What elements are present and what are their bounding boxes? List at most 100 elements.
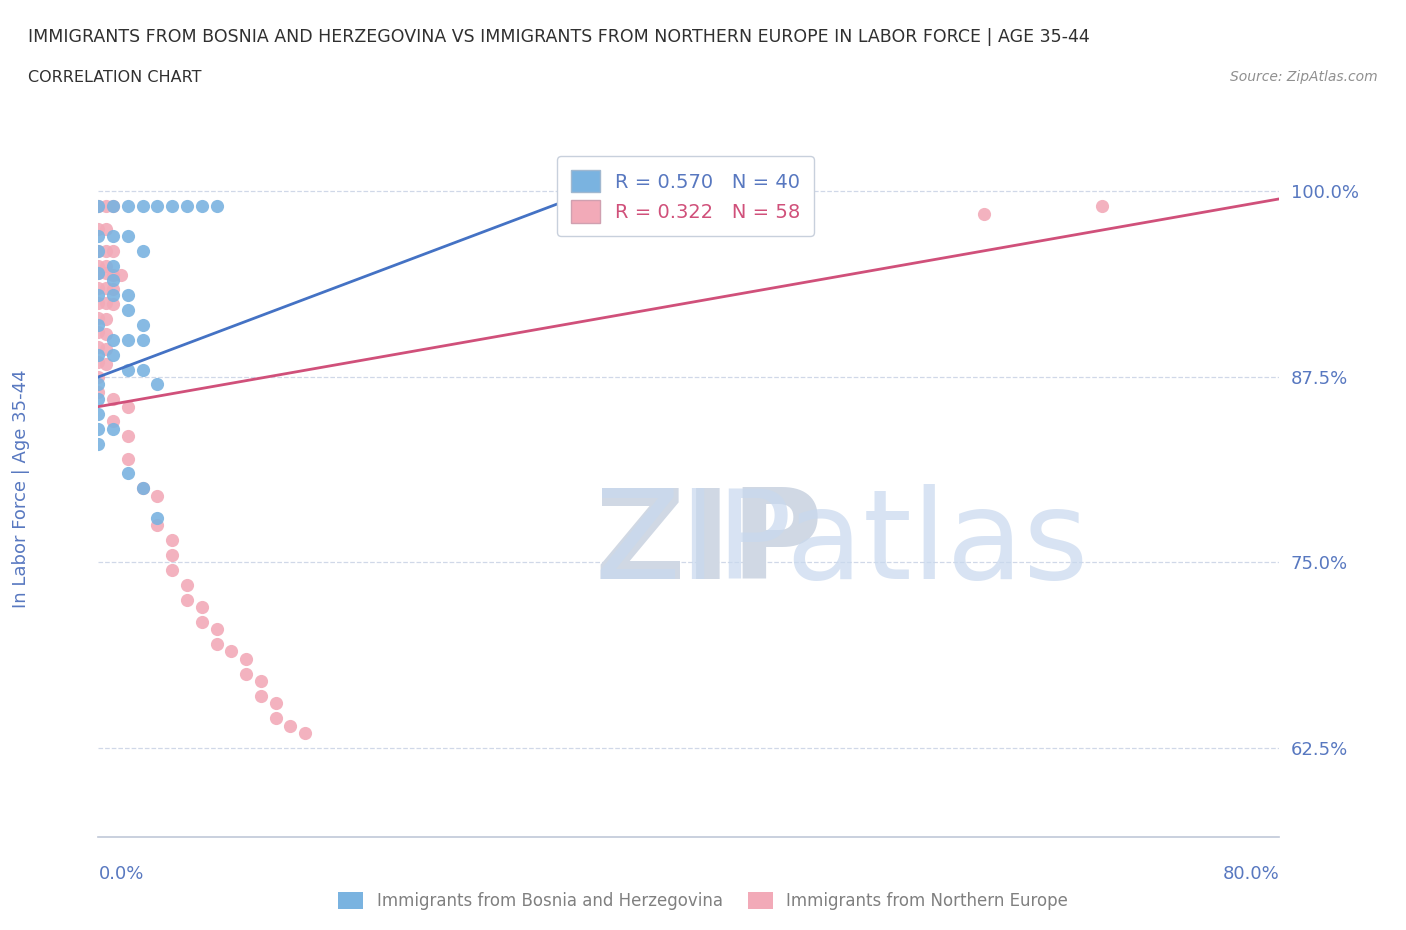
Point — [87, 199, 110, 214]
Point — [87, 421, 110, 436]
Point — [117, 466, 139, 481]
Point — [103, 273, 125, 288]
Point — [162, 533, 183, 548]
Point — [132, 317, 155, 332]
Point — [94, 221, 117, 236]
Text: 0.0%: 0.0% — [98, 865, 143, 883]
Point — [176, 578, 198, 592]
Text: ZIPatlas: ZIPatlas — [595, 484, 1088, 604]
Point — [87, 392, 110, 406]
Point — [87, 347, 110, 362]
Point — [191, 600, 214, 615]
Point — [94, 266, 117, 281]
Point — [146, 488, 169, 503]
Point — [235, 652, 257, 667]
Point — [94, 296, 117, 311]
Legend: R = 0.570   N = 40, R = 0.322   N = 58: R = 0.570 N = 40, R = 0.322 N = 58 — [557, 156, 814, 236]
Point — [1091, 199, 1114, 214]
Point — [235, 666, 257, 681]
Point — [87, 354, 110, 369]
Point — [94, 326, 117, 341]
Text: CORRELATION CHART: CORRELATION CHART — [28, 70, 201, 85]
Point — [146, 518, 169, 533]
Point — [87, 377, 110, 392]
Point — [162, 199, 183, 214]
Point — [250, 688, 273, 703]
Point — [146, 199, 169, 214]
Point — [103, 421, 125, 436]
Point — [264, 711, 287, 725]
Point — [146, 377, 169, 392]
Point — [132, 362, 155, 377]
Point — [117, 451, 139, 466]
Point — [205, 199, 228, 214]
Point — [87, 406, 110, 421]
Point — [87, 259, 110, 273]
Point — [132, 199, 155, 214]
Point — [176, 199, 198, 214]
Point — [87, 281, 110, 296]
Point — [94, 356, 117, 371]
Point — [117, 288, 139, 303]
Point — [176, 592, 198, 607]
Point — [162, 548, 183, 563]
Legend: Immigrants from Bosnia and Herzegovina, Immigrants from Northern Europe: Immigrants from Bosnia and Herzegovina, … — [332, 885, 1074, 917]
Point — [278, 718, 302, 733]
Point — [117, 332, 139, 347]
Point — [103, 267, 125, 282]
Point — [117, 429, 139, 444]
Point — [219, 644, 242, 659]
Point — [103, 244, 125, 259]
Point — [103, 199, 125, 214]
Point — [162, 563, 183, 578]
Point — [103, 332, 125, 347]
Point — [94, 281, 117, 296]
Text: IMMIGRANTS FROM BOSNIA AND HERZEGOVINA VS IMMIGRANTS FROM NORTHERN EUROPE IN LAB: IMMIGRANTS FROM BOSNIA AND HERZEGOVINA V… — [28, 28, 1090, 46]
Point — [87, 436, 110, 451]
Point — [117, 199, 139, 214]
Point — [87, 288, 110, 303]
Point — [87, 199, 110, 214]
Point — [103, 392, 125, 406]
Point — [87, 296, 110, 311]
Point — [103, 347, 125, 362]
Point — [94, 312, 117, 326]
Point — [87, 244, 110, 259]
Point — [87, 221, 110, 236]
Text: In Labor Force | Age 35-44: In Labor Force | Age 35-44 — [13, 369, 30, 607]
Point — [117, 229, 139, 244]
Point — [973, 206, 995, 221]
Point — [132, 481, 155, 496]
Point — [205, 637, 228, 652]
Point — [117, 362, 139, 377]
Point — [87, 229, 110, 244]
Point — [94, 199, 117, 214]
Point — [87, 325, 110, 339]
Point — [87, 310, 110, 325]
Point — [294, 725, 316, 740]
Point — [191, 199, 214, 214]
Point — [117, 303, 139, 318]
Point — [87, 339, 110, 354]
Point — [87, 266, 110, 281]
Point — [117, 399, 139, 414]
Text: Source: ZipAtlas.com: Source: ZipAtlas.com — [1230, 70, 1378, 84]
Point — [94, 244, 117, 259]
Point — [103, 282, 125, 297]
Point — [264, 696, 287, 711]
Point — [87, 266, 110, 281]
Point — [146, 511, 169, 525]
Point — [132, 481, 155, 496]
Point — [87, 384, 110, 399]
Point — [110, 267, 132, 282]
Point — [103, 229, 125, 244]
Point — [94, 341, 117, 356]
Point — [103, 199, 125, 214]
Text: 80.0%: 80.0% — [1223, 865, 1279, 883]
Point — [132, 244, 155, 259]
Point — [94, 259, 117, 273]
Point — [103, 297, 125, 312]
Point — [103, 288, 125, 303]
Point — [87, 369, 110, 384]
Point — [250, 673, 273, 688]
